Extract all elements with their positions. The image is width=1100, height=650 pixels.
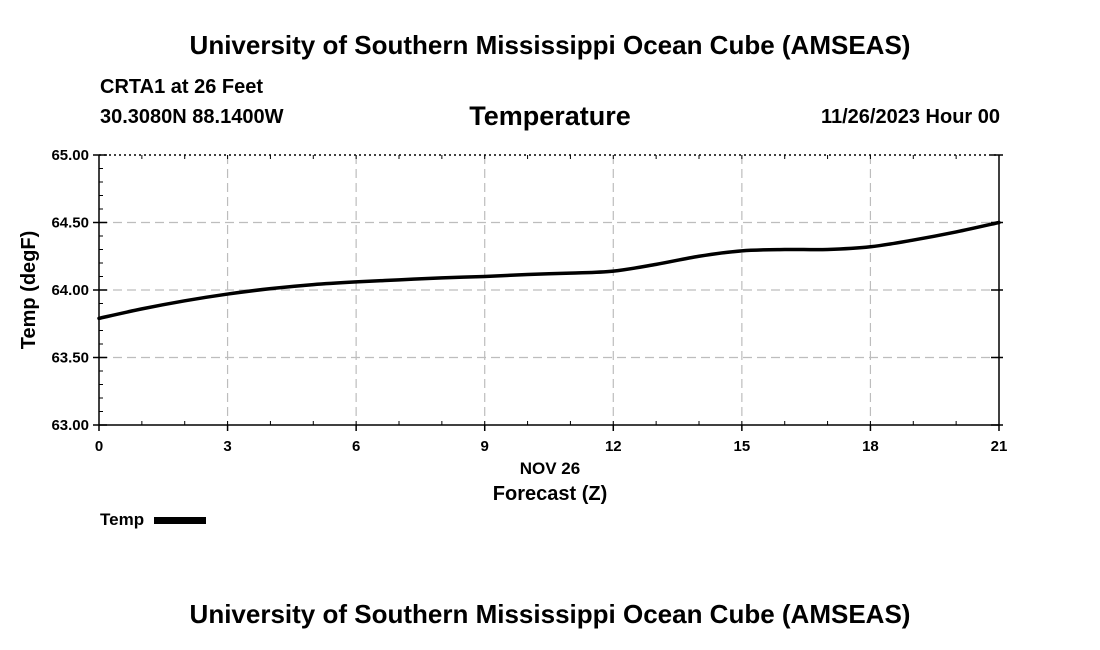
page-title: University of Southern Mississippi Ocean… xyxy=(189,30,911,60)
x-tick-label: 3 xyxy=(223,438,231,455)
x-tick-label: 9 xyxy=(481,438,489,455)
legend: Temp xyxy=(100,510,207,530)
x-tick-label: 0 xyxy=(95,438,103,455)
legend-swatch-temp xyxy=(154,516,207,524)
y-tick-label: 65.00 xyxy=(51,147,89,164)
series xyxy=(97,220,1001,321)
station-label: CRTA1 at 26 Feet xyxy=(100,76,264,98)
x-tick-label: 15 xyxy=(734,438,751,455)
y-tick-label: 63.50 xyxy=(51,350,89,367)
x-axis-label: Forecast (Z) xyxy=(493,483,607,505)
x-tick-label: 21 xyxy=(991,438,1008,455)
legend-label-temp: Temp xyxy=(100,510,145,529)
x-tick-label: 6 xyxy=(352,438,360,455)
grid xyxy=(99,155,999,425)
station-coordinates: 30.3080N 88.1400W xyxy=(100,106,284,128)
forecast-datetime: 11/26/2023 Hour 00 xyxy=(820,106,1000,128)
axes: 0 3 6 9 12 15 18 21 63.00 63.50 64.00 64.50 65.00 xyxy=(51,147,1007,455)
y-tick-label: 64.00 xyxy=(51,282,89,299)
y-axis-label: Temp (degF) xyxy=(18,231,40,350)
y-tick-label: 64.50 xyxy=(51,215,89,232)
x-tick-label: 12 xyxy=(605,438,622,455)
x-tick-label: 18 xyxy=(862,438,879,455)
x-axis-date-label: NOV 26 xyxy=(520,459,580,478)
y-tick-label: 63.00 xyxy=(51,417,89,434)
footer-title: University of Southern Mississippi Ocean… xyxy=(189,599,911,629)
series-line-temp xyxy=(97,220,1001,321)
chart-title: Temperature xyxy=(469,101,631,131)
